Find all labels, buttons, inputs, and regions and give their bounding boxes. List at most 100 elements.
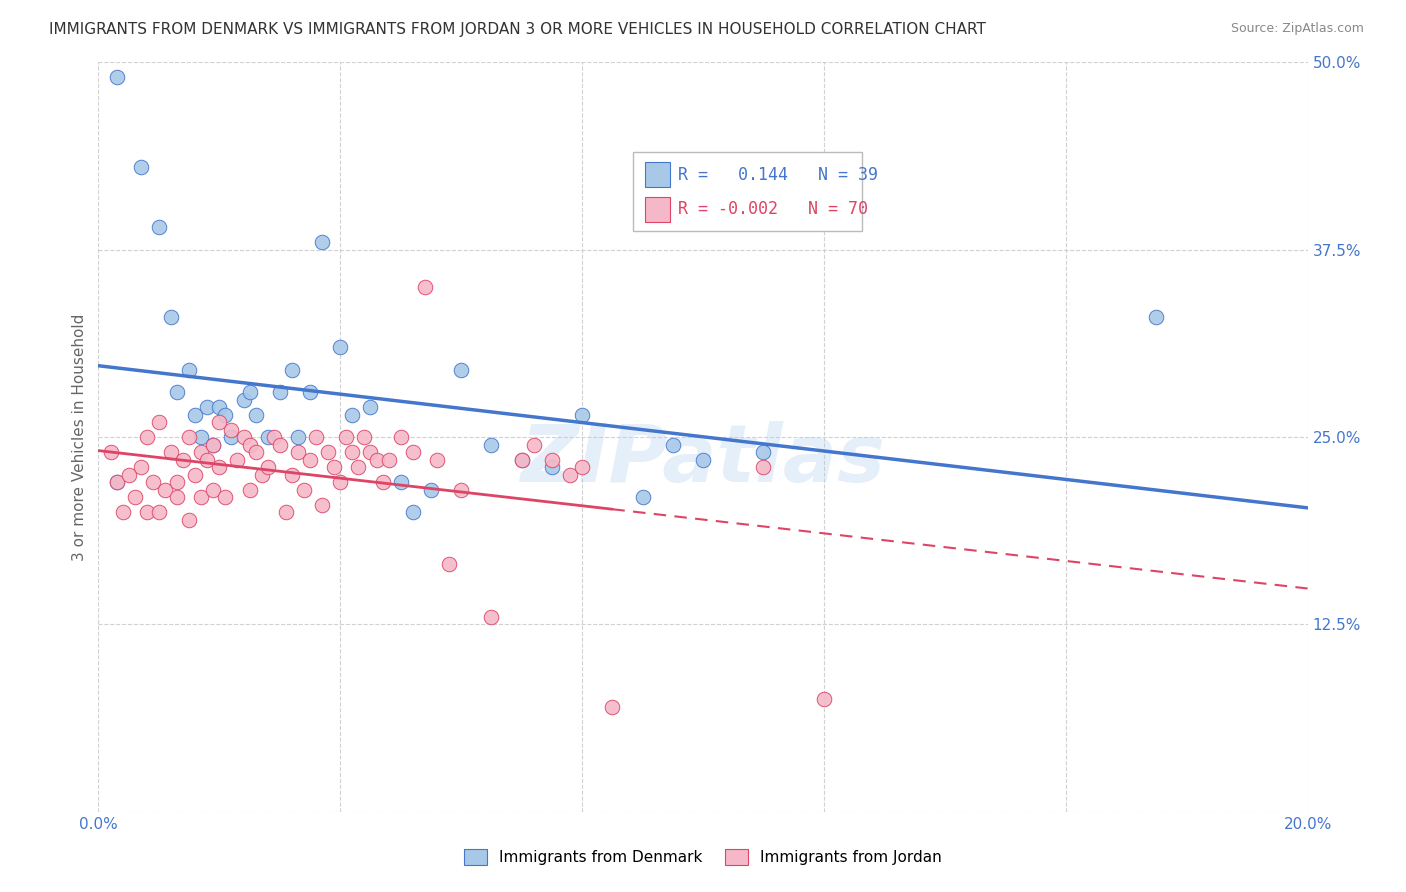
Text: R =   0.144   N = 39: R = 0.144 N = 39	[679, 166, 879, 184]
Point	[208, 460, 231, 475]
Point	[226, 452, 249, 467]
Point	[420, 483, 443, 497]
Point	[208, 400, 231, 414]
Point	[239, 483, 262, 497]
Point	[172, 452, 194, 467]
Point	[752, 445, 775, 459]
Point	[129, 460, 152, 475]
Point	[299, 452, 322, 467]
Point	[510, 452, 533, 467]
Point	[752, 460, 775, 475]
Point	[661, 437, 683, 451]
Point	[523, 437, 546, 451]
Point	[571, 408, 593, 422]
Point	[179, 430, 201, 444]
Point	[160, 310, 183, 325]
Point	[274, 505, 297, 519]
Point	[179, 362, 201, 376]
Point	[184, 467, 207, 482]
Point	[402, 505, 425, 519]
Point	[100, 445, 122, 459]
Text: IMMIGRANTS FROM DENMARK VS IMMIGRANTS FROM JORDAN 3 OR MORE VEHICLES IN HOUSEHOL: IMMIGRANTS FROM DENMARK VS IMMIGRANTS FR…	[49, 22, 986, 37]
Point	[450, 483, 472, 497]
Point	[602, 699, 624, 714]
Point	[111, 505, 134, 519]
Point	[214, 408, 236, 422]
Point	[329, 340, 352, 354]
Point	[195, 400, 218, 414]
Point	[571, 460, 593, 475]
Point	[389, 430, 412, 444]
Point	[323, 460, 346, 475]
Point	[160, 445, 183, 459]
Point	[287, 430, 309, 444]
Point	[105, 475, 128, 489]
Point	[221, 423, 243, 437]
Point	[179, 512, 201, 526]
Point	[166, 475, 188, 489]
Point	[1144, 310, 1167, 325]
Point	[342, 445, 364, 459]
Legend: Immigrants from Denmark, Immigrants from Jordan: Immigrants from Denmark, Immigrants from…	[458, 843, 948, 871]
Point	[148, 220, 170, 235]
Point	[245, 445, 267, 459]
Text: ZIPatlas: ZIPatlas	[520, 420, 886, 499]
Point	[316, 445, 339, 459]
Point	[311, 498, 333, 512]
Point	[413, 280, 436, 294]
Point	[239, 437, 262, 451]
Point	[221, 430, 243, 444]
Point	[347, 460, 370, 475]
Point	[389, 475, 412, 489]
Point	[195, 452, 218, 467]
Point	[292, 483, 315, 497]
Point	[263, 430, 285, 444]
Point	[813, 692, 835, 706]
Point	[256, 460, 278, 475]
Point	[148, 415, 170, 429]
Point	[153, 483, 176, 497]
Point	[269, 437, 291, 451]
Point	[232, 392, 254, 407]
Point	[281, 362, 304, 376]
Point	[510, 452, 533, 467]
Point	[692, 452, 714, 467]
Point	[299, 385, 322, 400]
Point	[540, 452, 562, 467]
Point	[135, 505, 157, 519]
Point	[311, 235, 333, 250]
Point	[124, 490, 146, 504]
Point	[377, 452, 399, 467]
Point	[135, 430, 157, 444]
Point	[190, 430, 212, 444]
Point	[402, 445, 425, 459]
Point	[281, 467, 304, 482]
Point	[190, 490, 212, 504]
Point	[202, 437, 225, 451]
Text: Source: ZipAtlas.com: Source: ZipAtlas.com	[1230, 22, 1364, 36]
Point	[166, 385, 188, 400]
Point	[329, 475, 352, 489]
Point	[360, 400, 382, 414]
Point	[232, 430, 254, 444]
Point	[540, 460, 562, 475]
Point	[366, 452, 388, 467]
Point	[371, 475, 394, 489]
Point	[481, 437, 503, 451]
Point	[481, 610, 503, 624]
Point	[184, 408, 207, 422]
Point	[190, 445, 212, 459]
Point	[129, 161, 152, 175]
Point	[105, 475, 128, 489]
Point	[342, 408, 364, 422]
Point	[148, 505, 170, 519]
Y-axis label: 3 or more Vehicles in Household: 3 or more Vehicles in Household	[72, 313, 87, 561]
Point	[631, 490, 654, 504]
Point	[335, 430, 357, 444]
Point	[239, 385, 262, 400]
Point	[450, 362, 472, 376]
Point	[202, 437, 225, 451]
Point	[245, 408, 267, 422]
Point	[360, 445, 382, 459]
Point	[437, 558, 460, 572]
